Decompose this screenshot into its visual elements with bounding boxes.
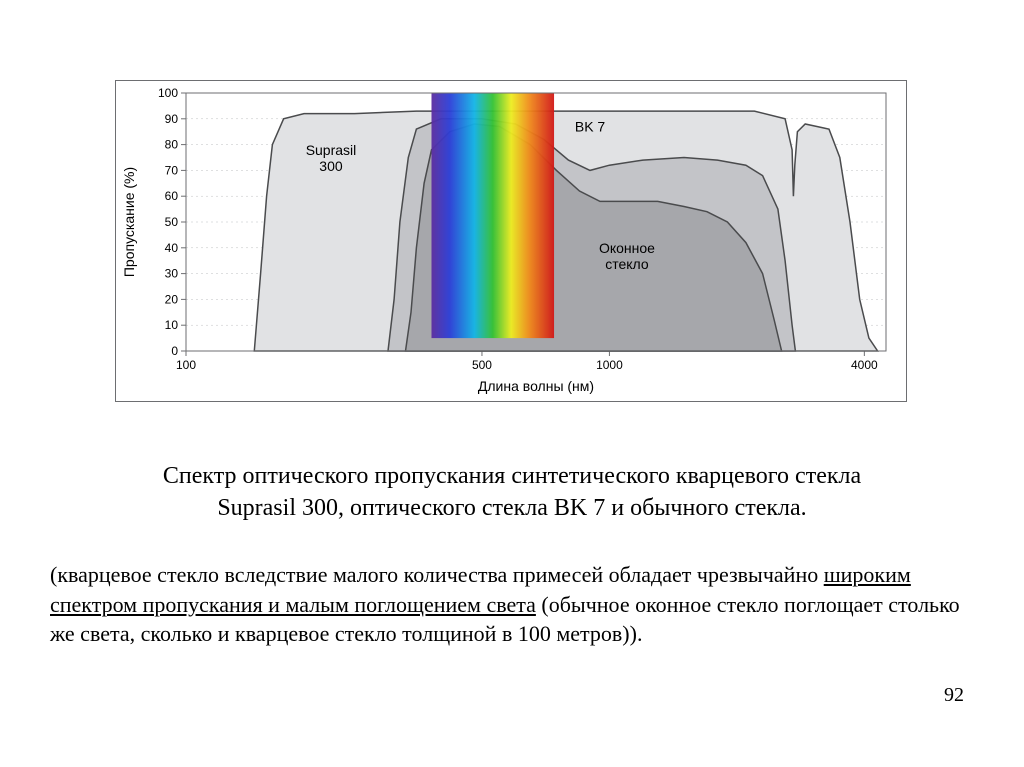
svg-text:30: 30 bbox=[165, 267, 179, 281]
svg-text:50: 50 bbox=[165, 215, 179, 229]
svg-text:90: 90 bbox=[165, 112, 179, 126]
transmission-chart: 0 10 20 30 40 50 60 70 80 90 100 100 500 1000 4000 Supr… bbox=[115, 80, 907, 402]
page-number: 92 bbox=[944, 684, 964, 707]
svg-text:60: 60 bbox=[165, 189, 179, 203]
svg-text:80: 80 bbox=[165, 138, 179, 152]
svg-text:100: 100 bbox=[176, 358, 196, 372]
visible-spectrum-band bbox=[431, 93, 554, 338]
body-paragraph: (кварцевое стекло вследствие малого коли… bbox=[50, 560, 974, 649]
svg-text:20: 20 bbox=[165, 292, 179, 306]
svg-text:0: 0 bbox=[171, 344, 178, 358]
svg-text:4000: 4000 bbox=[851, 358, 878, 372]
slide: 0 10 20 30 40 50 60 70 80 90 100 100 500 1000 4000 Supr… bbox=[0, 0, 1024, 767]
svg-text:BK 7: BK 7 bbox=[575, 119, 606, 135]
body-pre: (кварцевое стекло вследствие малого коли… bbox=[50, 562, 824, 587]
svg-text:300: 300 bbox=[319, 158, 343, 174]
svg-text:1000: 1000 bbox=[596, 358, 623, 372]
caption-line1: Спектр оптического пропускания синтетиче… bbox=[163, 463, 861, 489]
svg-text:Оконное: Оконное bbox=[599, 240, 655, 256]
svg-text:70: 70 bbox=[165, 163, 179, 177]
svg-text:Длина волны (нм): Длина волны (нм) bbox=[478, 378, 594, 394]
svg-text:Suprasil: Suprasil bbox=[306, 142, 357, 158]
svg-text:100: 100 bbox=[158, 86, 178, 100]
chart-svg: 0 10 20 30 40 50 60 70 80 90 100 100 500 1000 4000 Supr… bbox=[116, 81, 906, 401]
svg-text:Пропускание (%): Пропускание (%) bbox=[121, 167, 137, 277]
caption-line2: Suprasil 300, оптического стекла BK 7 и … bbox=[217, 495, 806, 521]
caption-title: Спектр оптического пропускания синтетиче… bbox=[60, 460, 964, 525]
svg-text:10: 10 bbox=[165, 318, 179, 332]
svg-text:40: 40 bbox=[165, 241, 179, 255]
svg-text:стекло: стекло bbox=[605, 256, 649, 272]
svg-text:500: 500 bbox=[472, 358, 492, 372]
